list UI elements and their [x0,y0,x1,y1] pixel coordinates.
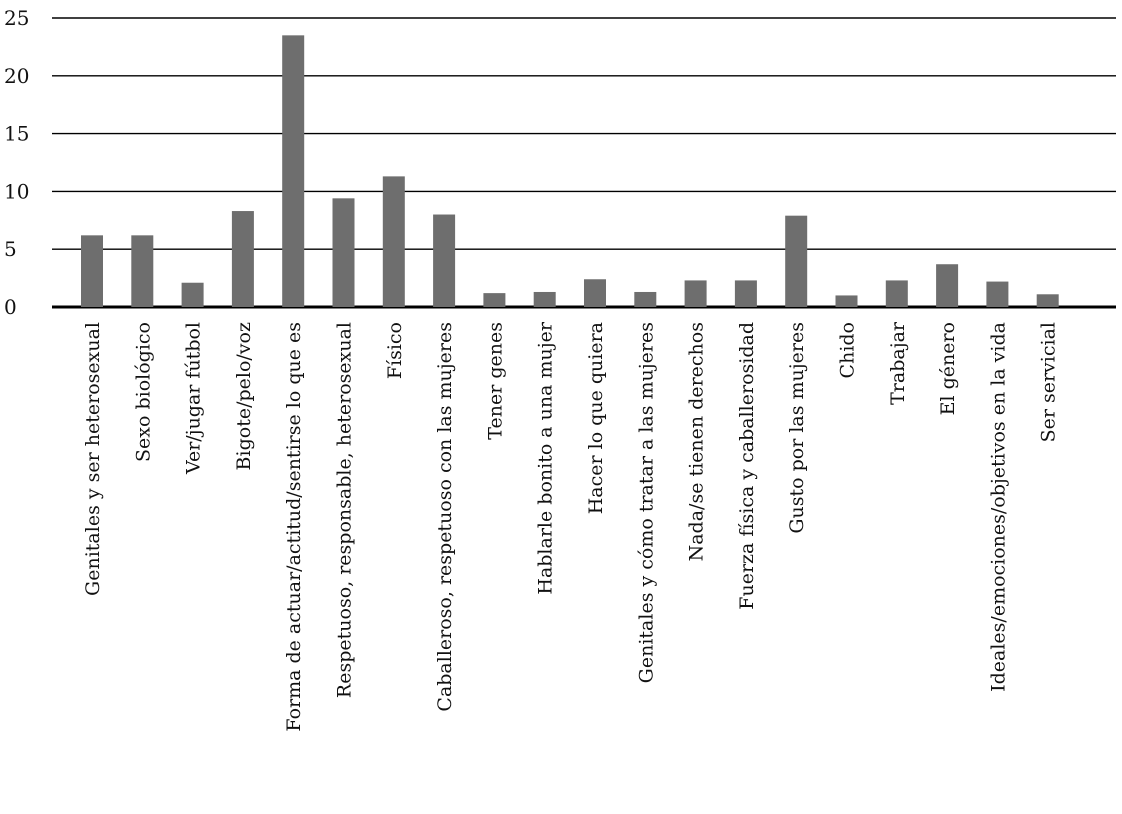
bar-4 [231,211,254,307]
x-tick-label-19: Ideales/emociones/objetivos en la vida [987,322,1009,692]
bar-10 [533,291,556,307]
x-tick-label-15: Gusto por las mujeres [786,322,808,534]
y-tick-label-0: 0 [4,295,17,319]
bar-18 [936,264,959,307]
bar-9 [483,293,506,307]
x-tick-label-8: Caballeroso, respetuoso con las mujeres [434,322,456,712]
x-tick-label-18: El género [937,322,959,415]
x-tick-label-20: Ser servicial [1038,322,1060,442]
y-tick-label-25: 25 [4,6,29,30]
x-tick-label-9: Tener genes [484,322,506,440]
x-tick-label-12: Genitales y cómo tratar a las mujeres [635,322,657,683]
bar-13 [684,280,707,307]
y-tick-label-5: 5 [4,237,17,261]
bar-20 [1036,294,1059,307]
x-tick-label-5: Forma de actuar/actitud/sentirse lo que … [283,322,305,732]
x-tick-label-6: Respetuoso, responsable, heterosexual [334,322,356,698]
bars [81,35,1059,308]
bar-11 [584,279,606,307]
y-tick-label-20: 20 [4,64,29,88]
x-tick-label-13: Nada/se tienen derechos [686,322,708,561]
bar-7 [382,176,405,307]
bar-5 [282,35,305,308]
x-tick-label-10: Hablarle bonito a una mujer [535,321,557,595]
x-tick-label-1: Genitales y ser heterosexual [82,322,104,596]
bar-12 [634,291,657,307]
x-tick-label-11: Hacer lo que quiera [585,322,607,514]
x-tick-label-16: Chido [837,322,859,378]
bar-1 [81,235,103,307]
x-tick-label-14: Fuerza física y caballerosidad [736,322,758,610]
y-tick-label-10: 10 [4,179,29,203]
bar-16 [835,295,858,307]
x-tick-label-7: Físico [384,322,406,379]
bar-8 [433,214,456,307]
y-axis-tick-labels: 0 5 10 15 20 25 [4,6,29,319]
bar-6 [332,198,355,307]
x-tick-label-2: Sexo biológico [132,322,154,462]
bar-14 [734,280,757,307]
y-tick-label-15: 15 [4,122,29,146]
bar-19 [986,281,1009,307]
x-tick-label-4: Bigote/pelo/voz [233,322,255,470]
x-axis-tick-labels: Genitales y ser heterosexual Sexo biológi… [82,321,1060,731]
x-tick-label-17: Trabajar [887,321,909,405]
gridlines [52,17,1116,309]
bar-2 [131,235,154,307]
bar-15 [785,215,808,307]
x-tick-label-3: Ver/jugar fútbol [183,322,205,475]
bar-17 [885,280,908,307]
bar-3 [181,282,204,307]
